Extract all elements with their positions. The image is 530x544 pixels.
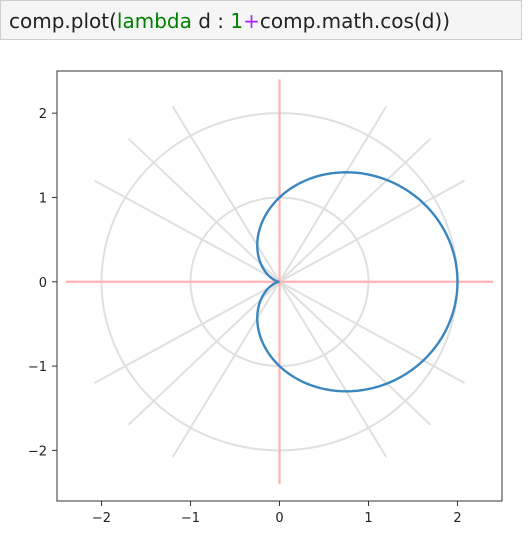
y-tick-label: −1 [28,360,47,375]
x-tick-label: −1 [181,511,200,526]
cardioid-chart: −2 −1 0 1 2 −2 −1 0 1 2 [28,70,503,526]
x-tick-label: −2 [92,511,111,526]
code-keyword: lambda [116,9,192,33]
code-cell[interactable]: comp.plot(lambda d : 1+comp.math.cos(d)) [0,0,522,40]
y-tick-label: −2 [28,444,47,459]
code-suffix: comp.math.cos(d)) [259,9,451,33]
code-number: 1 [230,9,244,33]
x-tick-label: 2 [453,511,461,526]
y-tick-label: 0 [39,276,47,291]
code-prefix: comp.plot( [9,9,117,33]
code-mid: d : [191,9,231,33]
x-tick-label: 0 [275,511,283,526]
cardioid-curve-line [256,171,459,393]
y-tick-label: 1 [39,191,47,206]
code-operator: + [243,9,260,33]
y-tick-label: 2 [39,107,47,122]
x-tick-label: 1 [364,511,372,526]
